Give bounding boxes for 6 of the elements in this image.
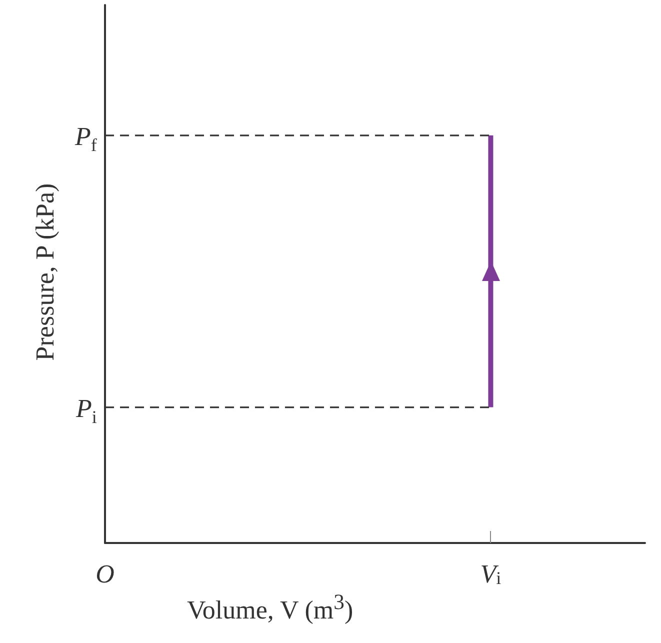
x-tick-label: Vi [480, 560, 502, 588]
x-tick-label: O [96, 560, 115, 588]
series-label: P$_{i}$ [76, 394, 97, 428]
y-axis-title: Pressure, P (kPa) [30, 183, 60, 361]
x-axis-title: Volume, V (m$^{3}$) [187, 590, 354, 626]
series-label: P$_{f}$ [75, 122, 97, 157]
